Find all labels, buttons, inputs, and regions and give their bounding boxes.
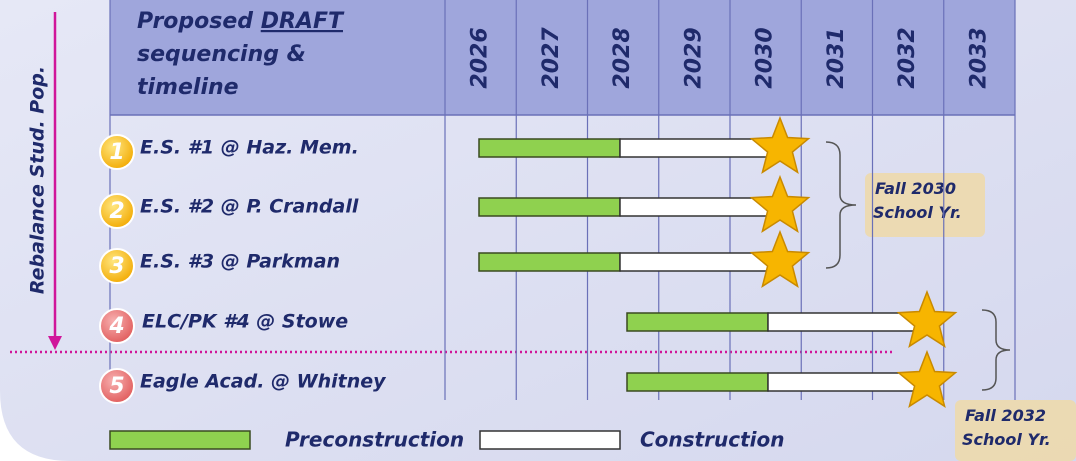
number: 5 xyxy=(109,374,124,399)
preconstruction-bar xyxy=(478,138,621,158)
star xyxy=(749,174,811,233)
number: 4 xyxy=(108,314,124,339)
year-label: 2033 xyxy=(966,27,991,88)
row-label: ELC/PK #4 @ Stowe xyxy=(142,311,348,333)
number-badge xyxy=(99,134,135,170)
year-label: 2029 xyxy=(681,27,706,88)
preconstruction-bar xyxy=(478,197,621,217)
legend-label: Construction xyxy=(640,428,784,452)
year-label: 2031 xyxy=(824,27,849,88)
number-badge xyxy=(99,308,135,344)
year-label: 2027 xyxy=(539,27,564,89)
header-band xyxy=(110,0,1015,115)
year-label: 2026 xyxy=(468,27,493,88)
brace xyxy=(981,309,1011,391)
legend-label: Preconstruction xyxy=(285,428,464,452)
star xyxy=(896,289,958,348)
preconstruction-bar xyxy=(626,372,769,392)
preconstruction-bar xyxy=(626,312,769,332)
side-label: Rebalance Stud. Pop. xyxy=(27,66,49,294)
row-label: E.S. #2 @ P. Crandall xyxy=(140,196,359,218)
header-title: Proposed DRAFT sequencing & timeline xyxy=(137,9,351,100)
number-badge xyxy=(99,368,135,404)
legend-swatch xyxy=(109,430,251,450)
note-box xyxy=(955,400,1076,461)
year-label: 2032 xyxy=(895,27,920,88)
arrow-head xyxy=(48,336,62,350)
star xyxy=(749,115,811,174)
row-label: E.S. #1 @ Haz. Mem. xyxy=(140,137,359,159)
note-box xyxy=(865,173,985,237)
row-label: Eagle Acad. @ Whitney xyxy=(140,371,387,393)
note: Fall 2032 School Yr. xyxy=(962,406,1051,449)
year-label: 2028 xyxy=(610,27,635,88)
number: 3 xyxy=(109,254,124,279)
number-badge xyxy=(99,193,135,229)
star xyxy=(749,229,811,288)
legend-swatch xyxy=(479,430,621,450)
number-badge xyxy=(99,248,135,284)
row-label: E.S. #3 @ Parkman xyxy=(140,251,340,273)
number: 1 xyxy=(109,140,124,165)
brace xyxy=(825,141,857,269)
note: Fall 2030 School Yr. xyxy=(873,179,962,222)
star xyxy=(896,349,958,408)
year-label: 2030 xyxy=(753,27,778,88)
preconstruction-bar xyxy=(478,252,621,272)
number: 2 xyxy=(109,199,124,224)
